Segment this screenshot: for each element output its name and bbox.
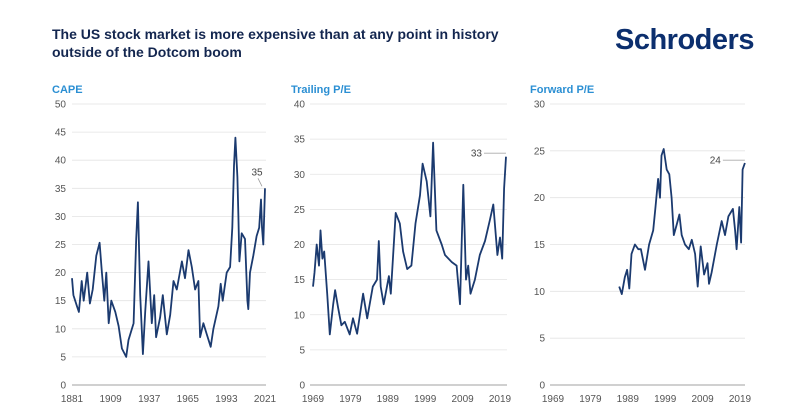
annotation-leader (257, 178, 263, 187)
chart-trailing-p-e: Trailing P/E 0 5 10 15 20 25 30 35 40 1969 1979 1989… (291, 84, 512, 405)
y-tick-label: 5 (299, 345, 305, 356)
page-title: The US stock market is more expensive th… (52, 26, 499, 60)
y-tick-label: 45 (55, 128, 67, 139)
y-tick-label: 5 (60, 352, 66, 363)
x-tick-label: 2009 (691, 394, 714, 405)
y-tick-label: 30 (55, 212, 67, 223)
chart-subtitle: CAPE (52, 84, 83, 96)
y-tick-label: 35 (55, 184, 67, 195)
chart-forward-p-e: Forward P/E 0 5 10 15 20 25 30 1969 1979 1989 1999 2… (530, 84, 752, 405)
x-tick-label: 1989 (617, 394, 640, 405)
y-tick-label: 15 (534, 240, 546, 251)
x-tick-label: 1999 (654, 394, 677, 405)
x-tick-label: 1909 (99, 394, 122, 405)
y-tick-label: 10 (534, 287, 546, 298)
y-tick-label: 30 (294, 170, 306, 181)
y-tick-label: 40 (55, 156, 67, 167)
y-tick-label: 25 (294, 205, 306, 216)
series-line (312, 141, 507, 336)
y-tick-label: 40 (294, 100, 306, 111)
y-tick-label: 5 (539, 334, 545, 345)
x-tick-label: 1993 (215, 394, 238, 405)
y-tick-label: 30 (534, 100, 546, 111)
series-line (71, 136, 266, 358)
y-tick-label: 0 (299, 381, 305, 392)
x-tick-label: 1989 (377, 394, 400, 405)
y-tick-label: 50 (55, 100, 67, 111)
x-tick-label: 2019 (729, 394, 752, 405)
x-tick-label: 1999 (414, 394, 437, 405)
y-tick-label: 20 (294, 240, 306, 251)
x-tick-label: 1969 (542, 394, 565, 405)
y-tick-label: 15 (55, 296, 67, 307)
y-tick-label: 0 (539, 381, 545, 392)
y-tick-label: 25 (534, 146, 546, 157)
y-tick-label: 10 (294, 310, 306, 321)
y-tick-label: 0 (60, 381, 66, 392)
x-tick-label: 1965 (177, 394, 200, 405)
x-tick-label: 1969 (302, 394, 325, 405)
y-tick-label: 10 (55, 324, 67, 335)
x-tick-label: 2019 (489, 394, 512, 405)
chart-cape: CAPE 0 5 10 15 20 25 30 35 40 45 50 1881 1909 1937 1965… (52, 84, 277, 405)
y-tick-label: 20 (534, 193, 546, 204)
x-tick-label: 2009 (451, 394, 474, 405)
schroders-logo: Schroders (615, 24, 754, 56)
x-tick-label: 1979 (339, 394, 362, 405)
series-line (618, 148, 746, 295)
chart-subtitle: Forward P/E (530, 84, 594, 96)
y-tick-label: 35 (294, 135, 306, 146)
annotation-label: 33 (471, 149, 483, 160)
annotation-label: 35 (251, 167, 263, 178)
annotation-label: 24 (710, 156, 722, 167)
x-tick-label: 1937 (138, 394, 161, 405)
y-tick-label: 20 (55, 268, 67, 279)
x-tick-label: 1979 (579, 394, 602, 405)
x-tick-label: 1881 (61, 394, 84, 405)
y-tick-label: 25 (55, 240, 67, 251)
chart-subtitle: Trailing P/E (291, 84, 351, 96)
y-tick-label: 15 (294, 275, 306, 286)
x-tick-label: 2021 (254, 394, 277, 405)
